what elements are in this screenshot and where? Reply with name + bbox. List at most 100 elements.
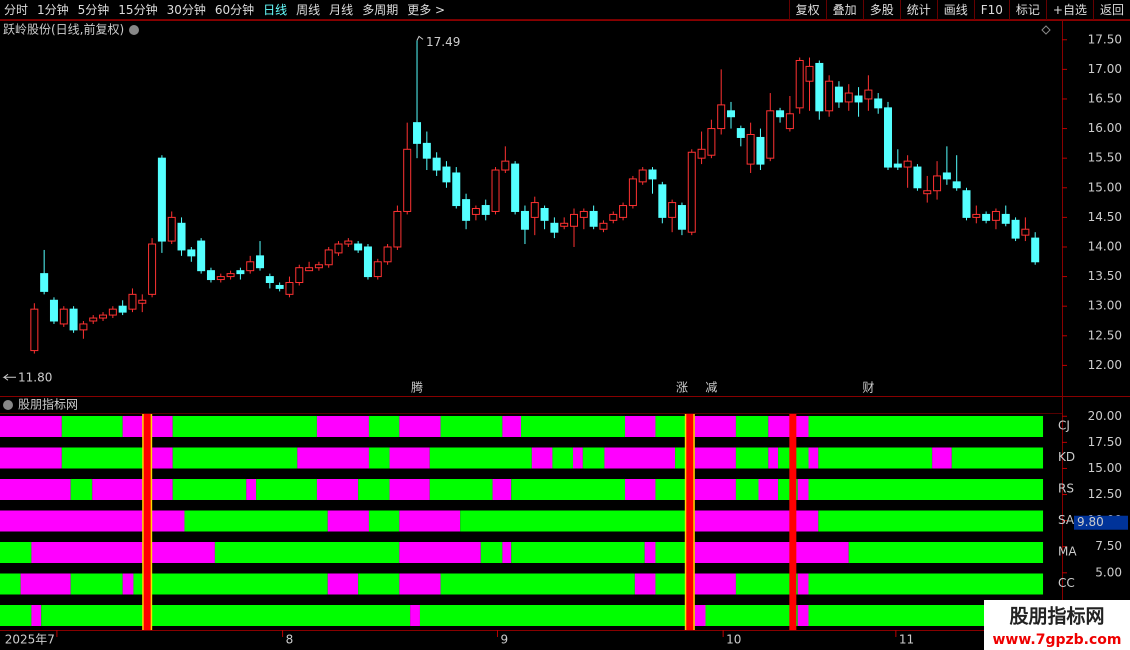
strip-segment xyxy=(0,416,62,437)
candle-body xyxy=(727,110,736,118)
toolbar-item[interactable]: 更多 > xyxy=(407,3,446,17)
candle-body xyxy=(383,246,392,263)
toolbar-item[interactable]: 标记 xyxy=(1008,0,1046,20)
candle-body xyxy=(589,210,598,227)
candle-body xyxy=(138,299,147,304)
strip-segment xyxy=(735,573,798,595)
candle-body xyxy=(334,243,343,254)
strip-segment xyxy=(0,510,185,532)
candle-body xyxy=(305,267,314,272)
strip-segment xyxy=(768,416,809,437)
strip-segment xyxy=(92,479,173,500)
strip-segment xyxy=(399,542,481,563)
candle-body xyxy=(285,282,294,295)
strip-segment xyxy=(932,447,952,469)
y-tick-label: 17.50 xyxy=(1088,32,1122,46)
x-tick-label: 2025年7 xyxy=(5,633,55,647)
toolbar-item[interactable]: 多股 xyxy=(862,0,900,20)
y-tick-label: 12.50 xyxy=(1088,328,1122,342)
strip-segment xyxy=(480,542,503,563)
candle-body xyxy=(236,270,245,275)
candle-body xyxy=(324,249,333,266)
toolbar-item[interactable]: 60分钟 xyxy=(214,3,255,17)
toolbar-item[interactable]: +自选 xyxy=(1045,0,1093,20)
candle-body xyxy=(491,169,500,212)
row-label: SA xyxy=(1058,513,1075,527)
y-tick-label: 14.00 xyxy=(1088,239,1122,253)
current-value-box xyxy=(1074,515,1128,530)
event-marker: 财 xyxy=(862,381,874,395)
strip-segment xyxy=(768,447,779,469)
toolbar-item[interactable]: 统计 xyxy=(899,0,937,20)
strip-segment xyxy=(410,605,420,626)
y-tick-label: 14.50 xyxy=(1088,210,1122,224)
strip-segment xyxy=(399,573,441,595)
toolbar-item[interactable]: 30分钟 xyxy=(166,3,206,17)
title-menu-icon[interactable] xyxy=(129,25,139,35)
toolbar-item[interactable]: 1分钟 xyxy=(37,3,69,17)
candle-body xyxy=(481,205,490,215)
candle-body xyxy=(363,246,372,278)
candle-body xyxy=(1031,237,1040,263)
row-label: RS xyxy=(1058,482,1074,496)
strip-segment xyxy=(429,479,493,500)
candle-body xyxy=(785,113,794,130)
candle-body xyxy=(167,216,176,242)
toolbar-item[interactable]: 分时 xyxy=(4,3,29,17)
candle-body xyxy=(197,240,206,272)
toolbar-item[interactable]: 5分钟 xyxy=(77,3,110,17)
toolbar-item[interactable]: 15分钟 xyxy=(118,3,158,17)
strip-segment xyxy=(818,510,1044,532)
toolbar-item[interactable]: 多周期 xyxy=(362,3,399,17)
strip-segment xyxy=(502,416,522,437)
candle-body xyxy=(628,178,637,207)
strip-segment xyxy=(552,447,574,469)
candle-body xyxy=(707,128,716,156)
strip-segment xyxy=(0,479,71,500)
strip-segment xyxy=(368,510,400,532)
strip-segment xyxy=(644,542,656,563)
toolbar-item[interactable]: 日线 xyxy=(263,3,288,17)
candle-body xyxy=(373,261,382,278)
toolbar-item[interactable]: F10 xyxy=(973,0,1009,20)
strip-segment xyxy=(256,479,317,500)
candle-body xyxy=(648,169,657,180)
candle-body xyxy=(609,213,618,221)
strip-segment xyxy=(625,479,656,500)
x-tick-label: 9 xyxy=(500,633,508,647)
candle-body xyxy=(471,208,480,215)
candle-body xyxy=(49,299,58,322)
strip-segment xyxy=(808,605,985,626)
candle-body xyxy=(815,62,824,112)
candle-body xyxy=(314,264,323,269)
strip-segment xyxy=(184,510,328,532)
toolbar-item[interactable]: 周线 xyxy=(296,3,321,17)
strip-segment xyxy=(694,447,736,469)
candle-body xyxy=(148,243,157,295)
strip-segment xyxy=(573,447,583,469)
strip-segment xyxy=(440,416,503,437)
toolbar-item[interactable]: 复权 xyxy=(788,0,826,20)
y-tick-label: 13.00 xyxy=(1088,299,1122,313)
strip-segment xyxy=(297,447,369,469)
diamond-icon xyxy=(1041,25,1051,35)
toolbar-item[interactable]: 月线 xyxy=(329,3,354,17)
candle-body xyxy=(560,222,569,227)
toolbar-item[interactable]: 叠加 xyxy=(825,0,863,20)
toolbar-item[interactable]: 返回 xyxy=(1092,0,1130,20)
panel-menu-icon[interactable] xyxy=(3,400,13,410)
strip-segment xyxy=(511,542,645,563)
strip-segment xyxy=(152,447,173,469)
candle-body xyxy=(952,181,961,189)
strip-segment xyxy=(521,416,626,437)
strip-segment xyxy=(694,573,736,595)
candle-body xyxy=(599,222,608,230)
strip-segment xyxy=(172,447,298,469)
toolbar-item[interactable]: 画线 xyxy=(936,0,974,20)
candle-body xyxy=(344,240,353,245)
candle-body xyxy=(177,222,186,251)
strip-segment xyxy=(511,479,626,500)
candle-body xyxy=(972,213,981,218)
